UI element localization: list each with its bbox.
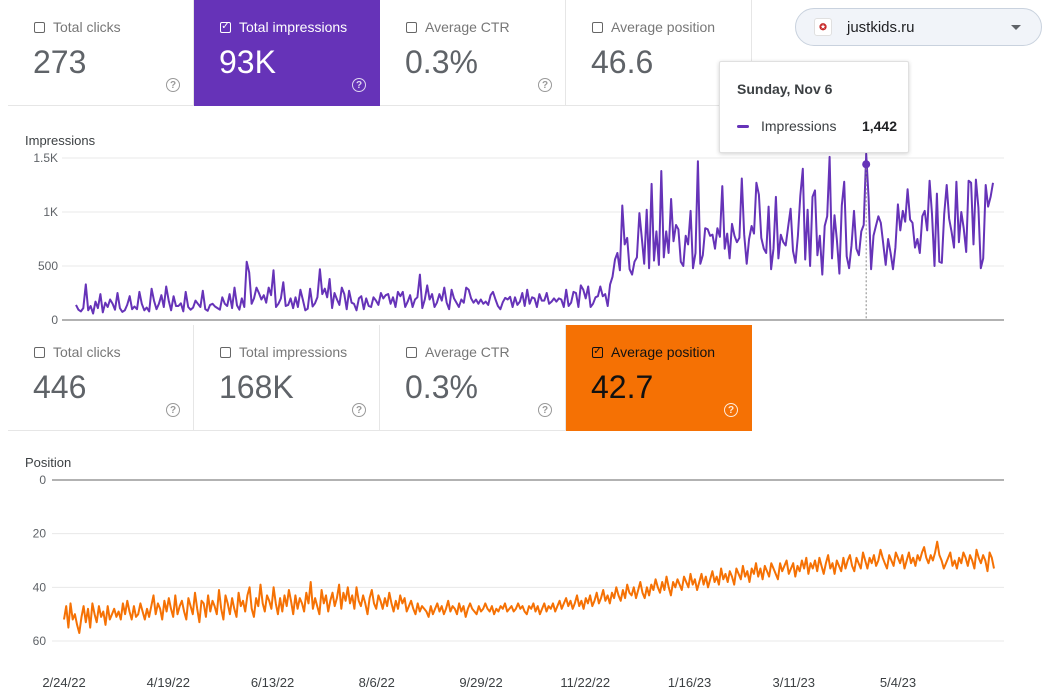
metric-value: 93K [219,44,276,80]
y-tick-label: 0 [39,473,46,487]
average-ctr-card[interactable]: Average CTR 0.3% ? [380,325,566,431]
site-favicon-icon: ✪ [814,18,832,36]
x-tick-label: 11/22/22 [560,675,610,690]
chevron-down-icon[interactable] [1011,25,1021,30]
metric-value: 0.3% [405,369,478,405]
position-chart: Position 0 20 40 60 2/24/22 4/19/22 6/13/22 8/6/… [25,455,1004,690]
metric-label: Average CTR [425,344,510,360]
metric-label: Average position [611,344,716,360]
impressions-chart: Impressions 0 500 1K 1.5K [25,133,1004,327]
checkbox-icon[interactable] [34,21,45,33]
metric-value: 46.6 [591,44,654,80]
x-tick-label: 9/29/22 [459,675,502,690]
metric-value: 168K [219,369,294,405]
tooltip-series: Impressions [761,118,837,134]
y-tick-label: 0 [51,313,58,327]
metric-value: 0.3% [405,44,478,80]
x-tick-label: 6/13/22 [251,675,294,690]
site-selector[interactable]: ✪ justkids.ru [795,8,1042,46]
y-tick-label: 60 [33,634,47,648]
x-tick-label: 5/4/23 [880,675,916,690]
x-tick-label: 8/6/22 [359,675,395,690]
metric-value: 42.7 [591,369,654,405]
help-icon[interactable]: ? [538,403,552,417]
total-impressions-card[interactable]: ✓ Total impressions 93K ? [194,0,380,106]
metric-label: Average CTR [425,19,510,35]
checkbox-icon[interactable] [406,21,417,33]
checkbox-icon[interactable] [34,346,45,358]
series-line [63,540,995,634]
y-tick-label: 20 [33,527,47,541]
x-tick-label: 3/11/23 [773,675,815,690]
x-tick-label: 2/24/22 [42,675,85,690]
series-line [75,152,994,315]
metric-label: Average position [611,19,716,35]
help-icon[interactable]: ? [166,403,180,417]
metrics-row-top: Total clicks 273 ? ✓ Total impressions 93… [8,0,752,106]
help-icon[interactable]: ? [724,403,738,417]
average-position-card[interactable]: ✓ Average position 42.7 ? [566,325,752,431]
y-axis-label: Position [25,455,71,470]
metric-label: Total clicks [53,344,121,360]
series-swatch [737,124,749,128]
x-tick-label: 1/16/23 [668,675,711,690]
y-tick-label: 1K [43,205,58,219]
total-clicks-card[interactable]: Total clicks 273 ? [8,0,194,106]
help-icon[interactable]: ? [538,78,552,92]
checkbox-icon[interactable] [592,21,603,33]
tooltip-value: 1,442 [861,118,897,134]
y-tick-label: 40 [33,580,47,594]
site-name: justkids.ru [847,18,915,36]
tooltip-date: Sunday, Nov 6 [737,81,833,97]
x-tick-label: 4/19/22 [147,675,190,690]
metric-label: Total clicks [53,19,121,35]
help-icon[interactable]: ? [352,403,366,417]
help-icon[interactable]: ? [352,78,366,92]
metric-value: 446 [33,369,87,405]
y-axis-label: Impressions [25,133,96,148]
tooltip-row: Impressions 1,442 [737,118,897,134]
help-icon[interactable]: ? [166,78,180,92]
metric-value: 273 [33,44,87,80]
chart-tooltip: Sunday, Nov 6 Impressions 1,442 [719,61,909,153]
checkbox-icon[interactable] [220,346,231,358]
average-ctr-card[interactable]: Average CTR 0.3% ? [380,0,566,106]
total-impressions-card[interactable]: Total impressions 168K ? [194,325,380,431]
metric-label: Total impressions [239,19,348,35]
highlight-point [862,160,871,169]
checkbox-checked-icon[interactable]: ✓ [220,21,231,33]
checkbox-icon[interactable] [406,346,417,358]
y-tick-label: 500 [38,259,58,273]
metrics-row-bottom: Total clicks 446 ? Total impressions 168… [8,325,752,431]
total-clicks-card[interactable]: Total clicks 446 ? [8,325,194,431]
checkbox-checked-icon[interactable]: ✓ [592,346,603,358]
metric-label: Total impressions [239,344,348,360]
y-tick-label: 1.5K [33,151,58,165]
